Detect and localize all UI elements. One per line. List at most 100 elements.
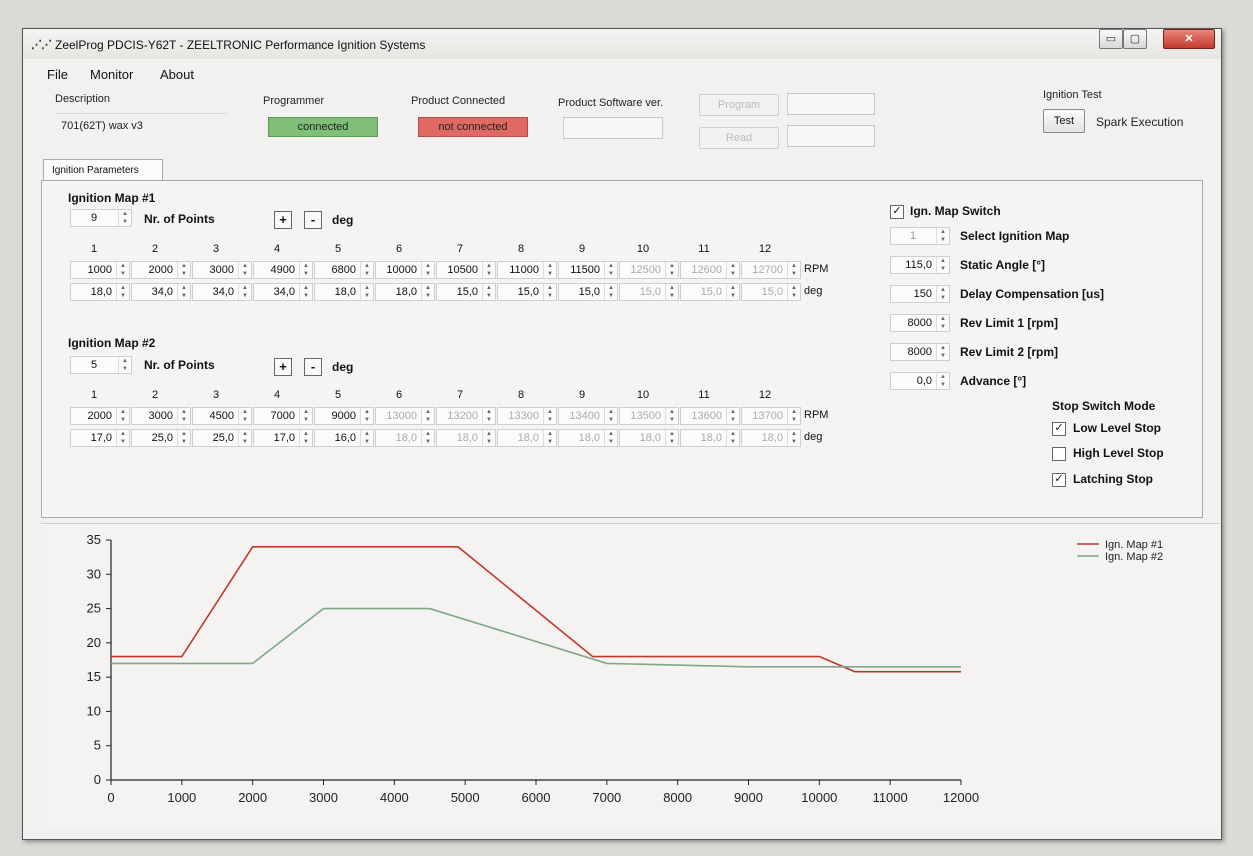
stepper-arrows-icon[interactable]: ▲ ▼ xyxy=(116,262,129,278)
read-button[interactable]: Read xyxy=(699,127,779,149)
maximize-button[interactable]: ▢ xyxy=(1123,29,1147,49)
stepper-arrows-icon[interactable]: ▲ ▼ xyxy=(421,262,434,278)
stepper-arrows-icon[interactable]: ▲ ▼ xyxy=(299,262,312,278)
map2-deg-stepper[interactable]: 18,0 ▲ ▼ xyxy=(436,429,496,447)
map1-deg-stepper[interactable]: 15,0 ▲ ▼ xyxy=(680,283,740,301)
stepper-arrows-icon[interactable]: ▲ ▼ xyxy=(482,262,495,278)
stepper-arrows-icon[interactable]: ▲ ▼ xyxy=(665,408,678,424)
static-angle-stepper[interactable]: 115,0 ▲ ▼ xyxy=(890,256,950,274)
map2-deg-stepper[interactable]: 25,0 ▲ ▼ xyxy=(131,429,191,447)
stepper-arrows-icon[interactable]: ▲ ▼ xyxy=(482,408,495,424)
map1-rpm-stepper[interactable]: 3000 ▲ ▼ xyxy=(192,261,252,279)
stepper-arrows-icon[interactable]: ▲ ▼ xyxy=(118,357,131,373)
high-level-stop-checkbox[interactable] xyxy=(1052,447,1066,461)
rev-limit-1-stepper[interactable]: 8000 ▲ ▼ xyxy=(890,314,950,332)
stepper-arrows-icon[interactable]: ▲ ▼ xyxy=(482,430,495,446)
stepper-arrows-icon[interactable]: ▲ ▼ xyxy=(116,284,129,300)
map2-add-point-button[interactable]: + xyxy=(274,358,292,376)
map1-add-point-button[interactable]: + xyxy=(274,211,292,229)
stepper-arrows-icon[interactable]: ▲ ▼ xyxy=(604,284,617,300)
map2-rpm-stepper[interactable]: 13700 ▲ ▼ xyxy=(741,407,801,425)
map2-rpm-stepper[interactable]: 13300 ▲ ▼ xyxy=(497,407,557,425)
map2-points-stepper[interactable]: 5 ▲ ▼ xyxy=(70,356,132,374)
stepper-arrows-icon[interactable]: ▲ ▼ xyxy=(118,210,131,226)
stepper-arrows-icon[interactable]: ▲ ▼ xyxy=(787,430,800,446)
stepper-arrows-icon[interactable]: ▲ ▼ xyxy=(177,262,190,278)
stepper-arrows-icon[interactable]: ▲ ▼ xyxy=(787,262,800,278)
stepper-arrows-icon[interactable]: ▲ ▼ xyxy=(482,284,495,300)
map1-deg-stepper[interactable]: 34,0 ▲ ▼ xyxy=(253,283,313,301)
stepper-arrows-icon[interactable]: ▲ ▼ xyxy=(665,284,678,300)
map1-rpm-stepper[interactable]: 6800 ▲ ▼ xyxy=(314,261,374,279)
description-field[interactable]: 701(62T) wax v3 xyxy=(55,113,227,134)
map1-deg-stepper[interactable]: 15,0 ▲ ▼ xyxy=(619,283,679,301)
test-button[interactable]: Test xyxy=(1043,109,1085,133)
stepper-arrows-icon[interactable]: ▲ ▼ xyxy=(543,408,556,424)
stepper-arrows-icon[interactable]: ▲ ▼ xyxy=(299,284,312,300)
title-bar[interactable]: ⋰⋰ ZeelProg PDCIS-Y62T - ZEELTRONIC Perf… xyxy=(23,29,1221,59)
map2-rpm-stepper[interactable]: 13400 ▲ ▼ xyxy=(558,407,618,425)
stepper-arrows-icon[interactable]: ▲ ▼ xyxy=(299,430,312,446)
stepper-arrows-icon[interactable]: ▲ ▼ xyxy=(238,408,251,424)
stepper-arrows-icon[interactable]: ▲ ▼ xyxy=(421,408,434,424)
map2-rpm-stepper[interactable]: 3000 ▲ ▼ xyxy=(131,407,191,425)
map2-deg-stepper[interactable]: 18,0 ▲ ▼ xyxy=(558,429,618,447)
stepper-arrows-icon[interactable]: ▲ ▼ xyxy=(726,408,739,424)
stepper-arrows-icon[interactable]: ▲ ▼ xyxy=(116,430,129,446)
map2-deg-stepper[interactable]: 16,0 ▲ ▼ xyxy=(314,429,374,447)
select-map-stepper[interactable]: 1 ▲ ▼ xyxy=(890,227,950,245)
stepper-arrows-icon[interactable]: ▲ ▼ xyxy=(936,315,949,331)
tab-ignition-parameters[interactable]: Ignition Parameters xyxy=(43,159,163,181)
map2-rpm-stepper[interactable]: 7000 ▲ ▼ xyxy=(253,407,313,425)
stepper-arrows-icon[interactable]: ▲ ▼ xyxy=(177,430,190,446)
stepper-arrows-icon[interactable]: ▲ ▼ xyxy=(421,284,434,300)
map1-rpm-stepper[interactable]: 11500 ▲ ▼ xyxy=(558,261,618,279)
stepper-arrows-icon[interactable]: ▲ ▼ xyxy=(936,257,949,273)
map2-rpm-stepper[interactable]: 9000 ▲ ▼ xyxy=(314,407,374,425)
map1-deg-stepper[interactable]: 18,0 ▲ ▼ xyxy=(375,283,435,301)
map1-rpm-stepper[interactable]: 12600 ▲ ▼ xyxy=(680,261,740,279)
latching-stop-checkbox[interactable]: ✓ xyxy=(1052,473,1066,487)
stepper-arrows-icon[interactable]: ▲ ▼ xyxy=(238,262,251,278)
map2-rpm-stepper[interactable]: 2000 ▲ ▼ xyxy=(70,407,130,425)
map2-rpm-stepper[interactable]: 13600 ▲ ▼ xyxy=(680,407,740,425)
stepper-arrows-icon[interactable]: ▲ ▼ xyxy=(936,344,949,360)
map2-deg-stepper[interactable]: 18,0 ▲ ▼ xyxy=(375,429,435,447)
map1-deg-stepper[interactable]: 15,0 ▲ ▼ xyxy=(741,283,801,301)
map1-rpm-stepper[interactable]: 11000 ▲ ▼ xyxy=(497,261,557,279)
stepper-arrows-icon[interactable]: ▲ ▼ xyxy=(360,262,373,278)
stepper-arrows-icon[interactable]: ▲ ▼ xyxy=(360,408,373,424)
map1-rpm-stepper[interactable]: 10500 ▲ ▼ xyxy=(436,261,496,279)
map1-deg-stepper[interactable]: 15,0 ▲ ▼ xyxy=(497,283,557,301)
close-button[interactable]: ✕ xyxy=(1163,29,1215,49)
stepper-arrows-icon[interactable]: ▲ ▼ xyxy=(604,430,617,446)
map2-deg-stepper[interactable]: 18,0 ▲ ▼ xyxy=(619,429,679,447)
stepper-arrows-icon[interactable]: ▲ ▼ xyxy=(665,262,678,278)
stepper-arrows-icon[interactable]: ▲ ▼ xyxy=(787,284,800,300)
stepper-arrows-icon[interactable]: ▲ ▼ xyxy=(936,373,949,389)
map2-rpm-stepper[interactable]: 13000 ▲ ▼ xyxy=(375,407,435,425)
menu-file[interactable]: File xyxy=(47,67,68,82)
stepper-arrows-icon[interactable]: ▲ ▼ xyxy=(360,284,373,300)
stepper-arrows-icon[interactable]: ▲ ▼ xyxy=(116,408,129,424)
minimize-button[interactable]: ▭ xyxy=(1099,29,1123,49)
map1-rpm-stepper[interactable]: 10000 ▲ ▼ xyxy=(375,261,435,279)
map1-deg-stepper[interactable]: 34,0 ▲ ▼ xyxy=(192,283,252,301)
map-switch-checkbox[interactable]: ✓ xyxy=(890,205,904,219)
map1-remove-point-button[interactable]: - xyxy=(304,211,322,229)
map2-deg-stepper[interactable]: 25,0 ▲ ▼ xyxy=(192,429,252,447)
stepper-arrows-icon[interactable]: ▲ ▼ xyxy=(299,408,312,424)
program-button[interactable]: Program xyxy=(699,94,779,116)
stepper-arrows-icon[interactable]: ▲ ▼ xyxy=(543,284,556,300)
stepper-arrows-icon[interactable]: ▲ ▼ xyxy=(936,286,949,302)
stepper-arrows-icon[interactable]: ▲ ▼ xyxy=(177,284,190,300)
stepper-arrows-icon[interactable]: ▲ ▼ xyxy=(238,430,251,446)
stepper-arrows-icon[interactable]: ▲ ▼ xyxy=(177,408,190,424)
map1-deg-stepper[interactable]: 34,0 ▲ ▼ xyxy=(131,283,191,301)
map1-deg-stepper[interactable]: 15,0 ▲ ▼ xyxy=(558,283,618,301)
map1-deg-stepper[interactable]: 18,0 ▲ ▼ xyxy=(70,283,130,301)
stepper-arrows-icon[interactable]: ▲ ▼ xyxy=(604,408,617,424)
map2-rpm-stepper[interactable]: 4500 ▲ ▼ xyxy=(192,407,252,425)
stepper-arrows-icon[interactable]: ▲ ▼ xyxy=(543,430,556,446)
map2-remove-point-button[interactable]: - xyxy=(304,358,322,376)
